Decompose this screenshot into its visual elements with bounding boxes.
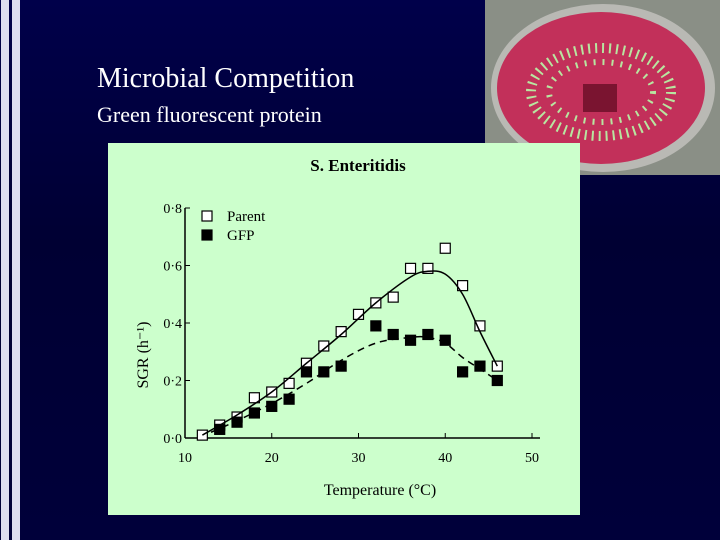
point [439, 242, 451, 254]
slide-title: Microbial Competition [97, 63, 355, 94]
fit-line [201, 270, 498, 436]
chart-title: S. Enteritidis [310, 156, 406, 175]
point [491, 374, 503, 387]
point [214, 423, 226, 435]
point [387, 291, 399, 303]
legend-swatch [201, 210, 213, 222]
y-tick-label: 0·2 [163, 375, 182, 390]
point [474, 360, 486, 372]
point [283, 393, 295, 405]
y-tick-label: 0·0 [163, 432, 182, 447]
x-axis-label: Temperature (°C) [324, 482, 436, 499]
chart: S. Enteritidis Temperature (°C) SGR (h⁻¹… [108, 143, 580, 515]
point [248, 392, 260, 404]
x-tick-label: 10 [178, 451, 192, 466]
point [439, 334, 451, 346]
y-axis-label: SGR (h⁻¹) [135, 321, 152, 388]
legend-swatch [201, 229, 213, 241]
point [404, 334, 417, 346]
x-tick-label: 30 [352, 451, 366, 466]
y-tick-label: 0·4 [163, 317, 182, 332]
point [335, 326, 347, 338]
point [422, 328, 434, 341]
legend-label: GFP [227, 228, 255, 244]
y-tick-label: 0·8 [163, 202, 182, 217]
x-tick-label: 40 [438, 451, 452, 466]
y-tick-label: 0·6 [163, 260, 182, 275]
petri-photo [485, 0, 720, 175]
legend-label: Parent [227, 209, 266, 225]
point [422, 262, 434, 274]
x-tick-label: 20 [265, 451, 279, 466]
decor-strip [0, 0, 22, 540]
fit-line [210, 335, 498, 433]
point [318, 340, 330, 352]
point [404, 262, 417, 274]
point [318, 366, 330, 378]
point [387, 328, 399, 341]
x-tick-label: 50 [525, 451, 539, 466]
point [266, 400, 278, 412]
slide-subtitle: Green fluorescent protein [97, 102, 322, 127]
point [300, 366, 313, 378]
point [370, 320, 382, 332]
point [231, 416, 243, 428]
point [457, 366, 469, 378]
point [283, 377, 295, 389]
point [248, 407, 260, 419]
